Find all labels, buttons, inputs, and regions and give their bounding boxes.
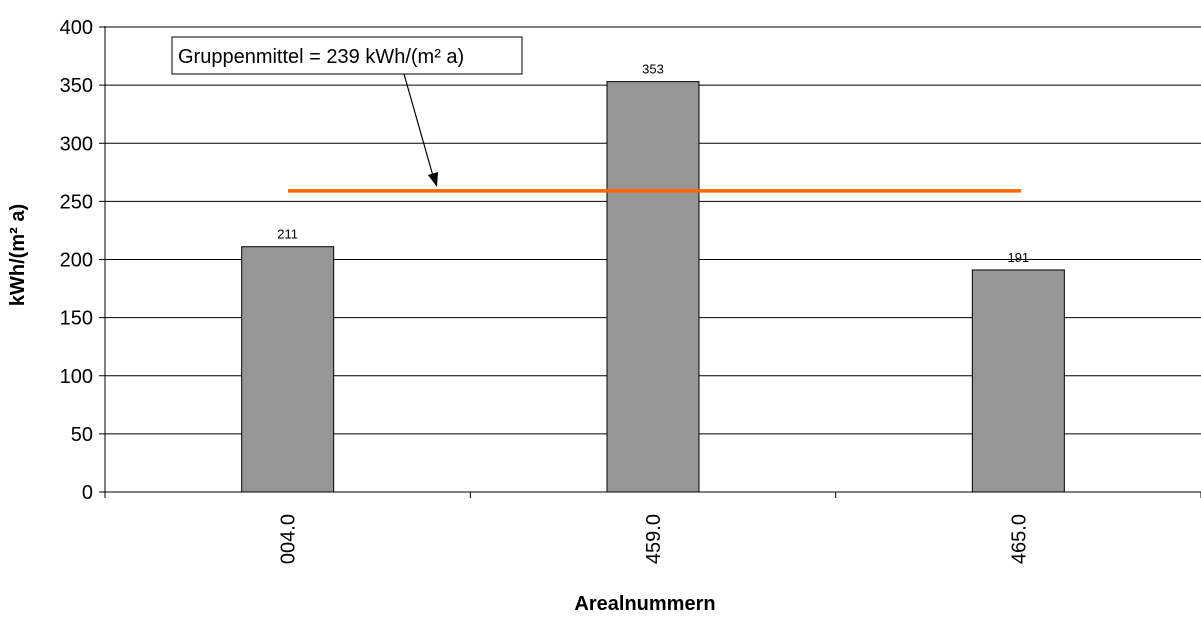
bar-459.0 [606,81,700,493]
y-tick-label: 400 [60,17,93,39]
data-label-004.0: 211 [277,227,298,242]
bar-004.0 [241,246,335,493]
annotation-text: Gruppenmittel = 239 kWh/(m² a) [178,46,464,68]
annotation-arrow-line [403,73,434,177]
annotation-arrow-head [428,172,438,187]
y-tick-label: 300 [60,133,93,155]
bar-465.0 [971,269,1065,493]
y-tick-label: 200 [60,250,93,272]
x-axis-title: Arealnummern [574,593,715,615]
y-tick-label: 250 [60,191,93,213]
y-axis-title: kWh/(m² a) [7,204,29,306]
data-label-459.0: 353 [642,62,664,77]
y-tick-label: 100 [60,366,93,388]
axes [99,26,1201,498]
x-tick-label-459.0: 459.0 [643,514,665,564]
y-tick-label: 350 [60,75,93,97]
annotation-box [171,36,523,75]
labels: 0 50 100 150 200 250 300 350 400 211 004.0 353 459.0… [60,17,1031,564]
bars [241,81,1065,493]
x-tick-label-004.0: 004.0 [278,514,300,564]
annotation-callout: Gruppenmittel = 239 kWh/(m² a) [171,36,523,187]
y-tick-label: 150 [60,308,93,330]
x-tick-label-465.0: 465.0 [1008,514,1030,564]
y-tick-label: 50 [71,424,93,446]
data-label-465.0: 191 [1007,250,1029,265]
y-tick-label: 0 [82,482,93,504]
